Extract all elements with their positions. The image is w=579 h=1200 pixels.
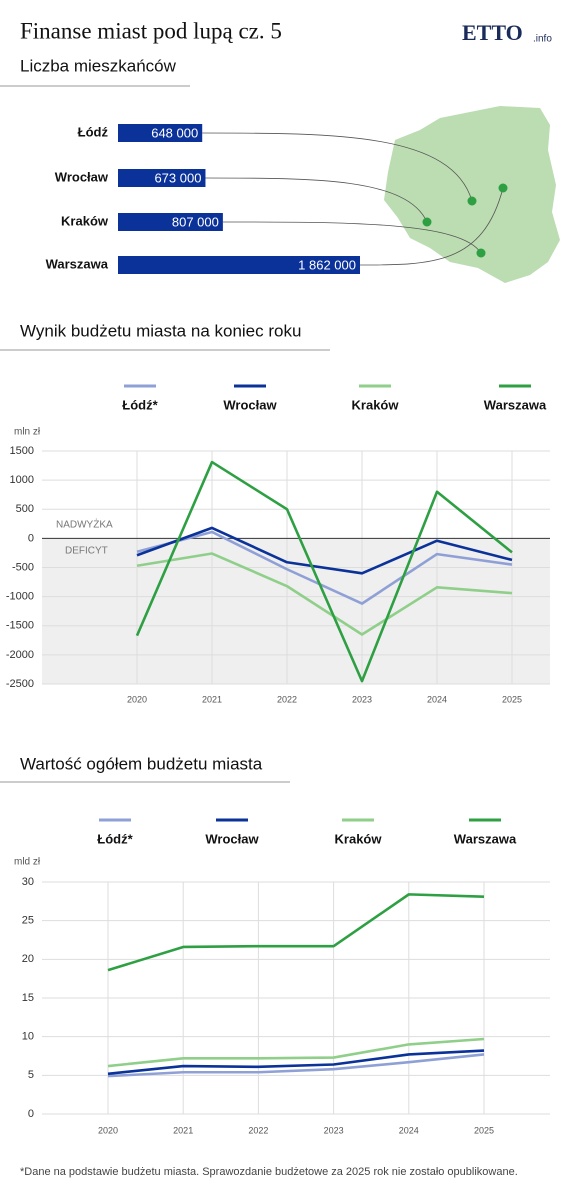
series-line bbox=[107, 1037, 485, 1068]
city-dot bbox=[422, 217, 432, 227]
annotation: NADWYŻKA bbox=[56, 518, 113, 531]
bar bbox=[118, 169, 206, 187]
x-tick-label: 2024 bbox=[427, 694, 447, 704]
category-label: Warszawa bbox=[46, 256, 109, 271]
x-tick-label: 2020 bbox=[98, 1125, 118, 1135]
legend-label: Warszawa bbox=[454, 831, 517, 846]
y-tick-label: -2000 bbox=[6, 649, 34, 661]
series-line bbox=[135, 460, 513, 683]
logo-suffix: .info bbox=[533, 34, 552, 45]
map-poland bbox=[384, 106, 560, 283]
series-line bbox=[107, 1053, 485, 1078]
legend-label: Łódź* bbox=[97, 831, 133, 846]
y-axis-label: mln zł bbox=[14, 427, 41, 438]
series-line bbox=[107, 1049, 485, 1076]
bar bbox=[118, 124, 203, 142]
y-tick-label: 20 bbox=[22, 953, 34, 965]
x-tick-label: 2024 bbox=[399, 1125, 419, 1135]
legend-label: Wrocław bbox=[205, 831, 259, 846]
annotation: DEFICYT bbox=[65, 546, 108, 557]
legend-label: Kraków bbox=[335, 831, 383, 846]
connector bbox=[205, 177, 428, 223]
y-tick-label: -2500 bbox=[6, 678, 34, 690]
footnote: *Dane na podstawie budżetu miasta. Spraw… bbox=[20, 1166, 518, 1178]
y-tick-label: 0 bbox=[28, 1108, 34, 1120]
series-line bbox=[107, 893, 485, 972]
value-label: 648 000 bbox=[151, 125, 198, 140]
y-axis-label: mld zł bbox=[14, 857, 41, 868]
chart-title: Liczba mieszkańców bbox=[20, 56, 177, 75]
chart-title: Wynik budżetu miasta na koniec roku bbox=[20, 321, 301, 340]
y-tick-label: 1500 bbox=[10, 445, 34, 457]
legend-label: Kraków bbox=[352, 397, 400, 412]
y-tick-label: 15 bbox=[22, 992, 34, 1004]
y-tick-label: -500 bbox=[12, 561, 34, 573]
page-title: Finanse miast pod lupą cz. 5 bbox=[20, 18, 282, 43]
y-tick-label: 0 bbox=[28, 532, 34, 544]
series-line bbox=[136, 552, 513, 636]
x-tick-label: 2025 bbox=[474, 1125, 494, 1135]
x-tick-label: 2022 bbox=[248, 1125, 268, 1135]
value-label: 673 000 bbox=[154, 170, 201, 185]
series-line bbox=[136, 530, 513, 605]
x-tick-label: 2022 bbox=[277, 694, 297, 704]
chart-title: Wartość ogółem budżetu miasta bbox=[20, 754, 263, 773]
y-tick-label: 10 bbox=[22, 1031, 34, 1043]
city-dot bbox=[467, 196, 477, 206]
y-tick-label: 5 bbox=[28, 1069, 34, 1081]
logo: ETTO bbox=[462, 20, 523, 45]
y-tick-label: 500 bbox=[16, 503, 34, 515]
category-label: Łódź bbox=[78, 124, 109, 139]
connector bbox=[202, 132, 473, 202]
legend-label: Warszawa bbox=[484, 397, 547, 412]
x-tick-label: 2021 bbox=[173, 1125, 193, 1135]
y-tick-label: 1000 bbox=[10, 474, 34, 486]
y-tick-label: 25 bbox=[22, 915, 34, 927]
x-tick-label: 2021 bbox=[202, 694, 222, 704]
connector bbox=[359, 187, 504, 266]
x-tick-label: 2023 bbox=[352, 694, 372, 704]
y-tick-label: -1500 bbox=[6, 620, 34, 632]
x-tick-label: 2020 bbox=[127, 694, 147, 704]
category-label: Wrocław bbox=[55, 169, 109, 184]
bar bbox=[118, 213, 223, 231]
connector bbox=[222, 221, 482, 254]
series-line bbox=[136, 526, 513, 575]
city-dot bbox=[476, 248, 486, 258]
city-dot bbox=[498, 183, 508, 193]
y-tick-label: 30 bbox=[22, 876, 34, 888]
category-label: Kraków bbox=[61, 213, 109, 228]
x-tick-label: 2025 bbox=[502, 694, 522, 704]
value-label: 1 862 000 bbox=[298, 257, 356, 272]
legend-label: Łódź* bbox=[122, 397, 158, 412]
x-tick-label: 2023 bbox=[324, 1125, 344, 1135]
y-tick-label: -1000 bbox=[6, 591, 34, 603]
bar bbox=[118, 256, 360, 274]
legend-label: Wrocław bbox=[223, 397, 277, 412]
value-label: 807 000 bbox=[172, 214, 219, 229]
